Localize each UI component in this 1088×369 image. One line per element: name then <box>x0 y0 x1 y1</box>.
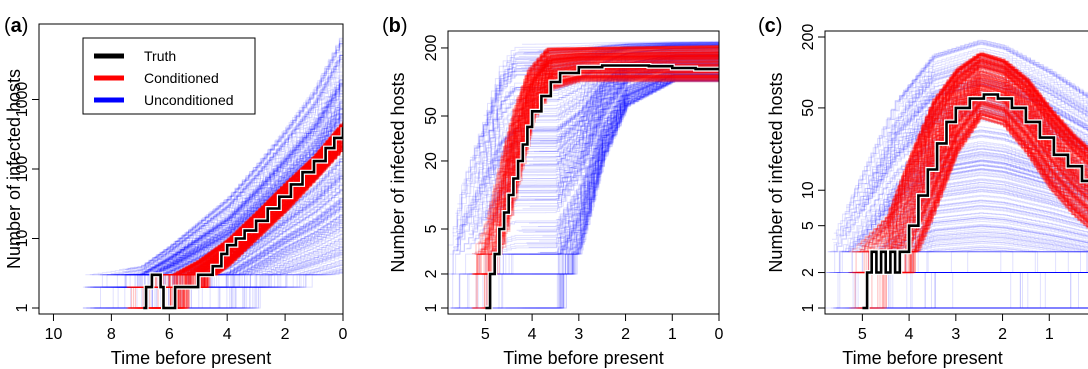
x-tick-label-2-3: 2 <box>998 326 1007 343</box>
y-tick-label-2-0: 1 <box>800 303 817 312</box>
unconditioned-trajectories-1 <box>448 40 719 309</box>
y-axis-title-1: Number of infected hosts <box>388 72 408 272</box>
panel-a-label: (a) <box>4 15 28 37</box>
x-tick-label-1-0: 5 <box>481 326 490 343</box>
plot-area-1 <box>448 40 719 311</box>
x-tick-label-1-2: 3 <box>574 326 583 343</box>
panel-c: 5432101251050200Time before presentNumbe… <box>766 24 1088 368</box>
plot-area-0 <box>82 31 343 311</box>
y-tick-label-0-0: 1 <box>14 303 31 312</box>
y-tick-label-0-1: 10 <box>14 230 31 248</box>
panel-b-letter: b <box>389 15 401 37</box>
x-axis-title-0: Time before present <box>111 348 271 368</box>
y-tick-label-2-1: 2 <box>800 268 817 277</box>
x-tick-label-0-2: 6 <box>165 326 174 343</box>
x-tick-label-0-0: 10 <box>45 326 63 343</box>
y-tick-label-0-3: 1000 <box>14 82 31 118</box>
truth-line-2 <box>862 93 1088 310</box>
y-tick-label-1-3: 20 <box>423 152 440 170</box>
legend-label-unconditioned: Unconditioned <box>144 92 234 108</box>
x-tick-label-0-4: 2 <box>281 326 290 343</box>
y-axis-title-2: Number of infected hosts <box>766 72 786 272</box>
x-axis-title-1: Time before present <box>503 348 663 368</box>
truth-line-1 <box>485 64 719 310</box>
legend-label-truth: Truth <box>144 48 176 64</box>
unconditioned-trajectories-2 <box>825 39 1088 309</box>
y-tick-label-2-5: 200 <box>800 24 817 51</box>
y-tick-label-0-2: 100 <box>14 156 31 183</box>
y-tick-label-1-4: 50 <box>423 107 440 125</box>
panel-c-label: (c) <box>758 15 782 37</box>
x-tick-label-1-4: 1 <box>668 326 677 343</box>
y-tick-label-1-5: 200 <box>423 35 440 62</box>
x-tick-label-2-1: 4 <box>905 326 914 343</box>
x-tick-label-2-4: 1 <box>1045 326 1054 343</box>
panel-b-label: (b) <box>382 15 408 37</box>
x-tick-label-2-2: 3 <box>951 326 960 343</box>
x-tick-label-0-3: 4 <box>223 326 232 343</box>
truth-line-0 <box>143 127 343 310</box>
panel-a-letter: a <box>11 15 23 37</box>
conditioned-trajectories-2 <box>848 51 1088 309</box>
panel-a: 10 8 6 4 2 0 1 10 100 1000 Time before present Numb… <box>4 23 348 368</box>
plot-area-2 <box>825 39 1088 311</box>
x-tick-label-0-5: 0 <box>339 326 348 343</box>
y-tick-label-1-0: 1 <box>423 303 440 312</box>
x-tick-label-1-3: 2 <box>621 326 630 343</box>
x-tick-label-2-0: 5 <box>858 326 867 343</box>
panel-c-letter: c <box>765 15 776 37</box>
x-axis-title-2: Time before present <box>842 348 1002 368</box>
y-tick-label-2-2: 5 <box>800 221 817 230</box>
x-tick-label-1-1: 4 <box>528 326 537 343</box>
legend: Truth Conditioned Unconditioned <box>82 37 256 115</box>
y-tick-label-1-2: 5 <box>423 224 440 233</box>
plot-frame-2 <box>824 30 1088 315</box>
y-tick-label-2-3: 10 <box>800 181 817 199</box>
y-tick-label-2-4: 50 <box>800 99 817 117</box>
y-tick-label-1-1: 2 <box>423 269 440 278</box>
plot-frame-1 <box>447 30 720 315</box>
x-tick-label-1-5: 0 <box>715 326 724 343</box>
y-axis-title-0: Number of infected hosts <box>4 69 24 269</box>
legend-label-conditioned: Conditioned <box>144 70 219 86</box>
x-tick-label-0-1: 8 <box>107 326 116 343</box>
panel-b: 5 4 3 2 1 0 1 2 5 20 50 200 Time before present Numbe… <box>388 30 724 368</box>
